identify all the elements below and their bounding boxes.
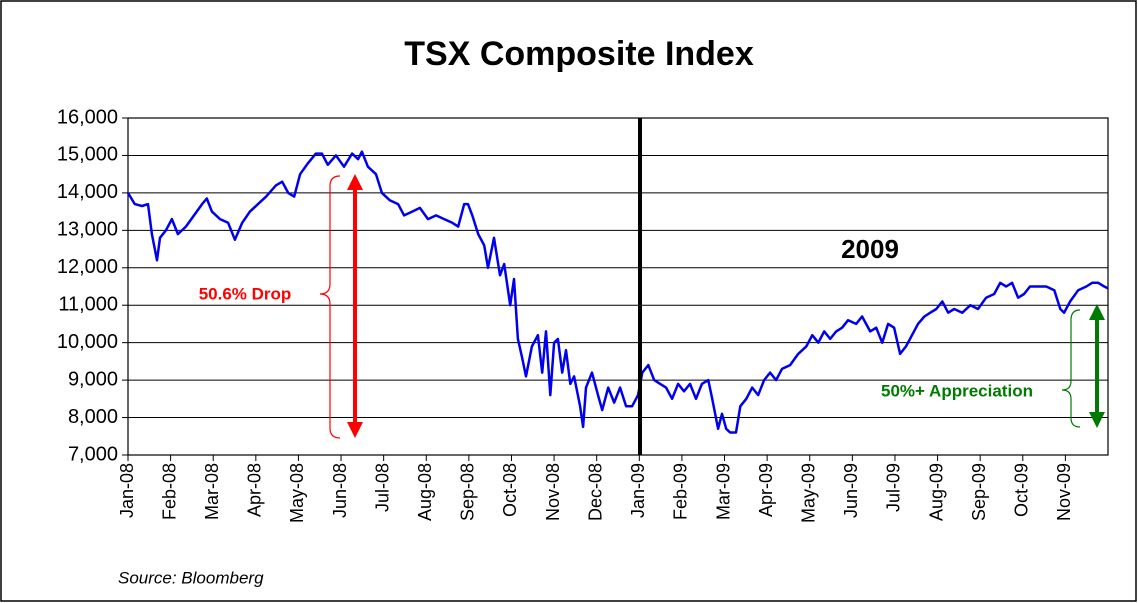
x-tick-label: May-08 bbox=[287, 463, 307, 523]
y-tick-label: 8,000 bbox=[68, 406, 118, 428]
appreciation-brace bbox=[1061, 309, 1081, 428]
drop-brace bbox=[319, 175, 341, 439]
x-tick-label: Apr-09 bbox=[756, 463, 776, 517]
y-tick-label: 9,000 bbox=[68, 368, 118, 390]
y-tick-label: 15,000 bbox=[57, 144, 118, 166]
y-tick-label: 10,000 bbox=[57, 331, 118, 353]
y-tick-label: 11,000 bbox=[58, 294, 118, 316]
y-tick-label: 12,000 bbox=[57, 256, 118, 278]
annotation-2009: 2009 bbox=[841, 234, 899, 264]
chart-title: TSX Composite Index bbox=[404, 35, 754, 73]
annotation-drop: 50.6% Drop bbox=[199, 284, 292, 303]
x-tick-label: Jan-09 bbox=[628, 463, 648, 518]
plot-border bbox=[127, 117, 1109, 456]
y-tick-label: 13,000 bbox=[57, 219, 118, 241]
y-tick-label: 16,000 bbox=[57, 106, 118, 128]
x-tick-label: Apr-08 bbox=[245, 463, 265, 517]
y-tick-label: 7,000 bbox=[68, 443, 118, 465]
x-tick-label: Sep-08 bbox=[458, 463, 478, 521]
x-tick-label: Jan-08 bbox=[117, 463, 137, 518]
x-tick-label: Feb-08 bbox=[159, 463, 179, 520]
x-tick-label: Nov-09 bbox=[1054, 463, 1074, 521]
x-tick-label: Jul-08 bbox=[372, 463, 392, 512]
price-line bbox=[126, 150, 1109, 434]
x-tick-label: Mar-08 bbox=[202, 463, 222, 520]
y-tick-label: 14,000 bbox=[57, 181, 118, 203]
x-tick-label: Jun-08 bbox=[330, 463, 350, 518]
source: Source: Bloomberg bbox=[118, 568, 264, 587]
plot-area: 7,000 8,000 9,000 10,000 11,000 12,000 13,000 1… bbox=[57, 106, 1109, 523]
x-tick-label: Mar-09 bbox=[713, 463, 733, 520]
x-tick-label: Aug-09 bbox=[926, 463, 946, 521]
x-tick-label: Jun-09 bbox=[841, 463, 861, 518]
x-tick-label: Feb-09 bbox=[671, 463, 691, 520]
x-tick-label: Oct-08 bbox=[500, 463, 520, 517]
x-tick-label: Jul-09 bbox=[884, 463, 904, 512]
x-tick-label: Aug-08 bbox=[415, 463, 435, 521]
x-tick-label: May-09 bbox=[798, 463, 818, 523]
x-tick-label: Nov-08 bbox=[543, 463, 563, 521]
annotation-appreciation: 50%+ Appreciation bbox=[881, 381, 1033, 400]
x-tick-label: Sep-09 bbox=[969, 463, 989, 521]
x-tick-label: Dec-08 bbox=[585, 463, 605, 521]
x-tick-label: Oct-09 bbox=[1012, 463, 1032, 517]
